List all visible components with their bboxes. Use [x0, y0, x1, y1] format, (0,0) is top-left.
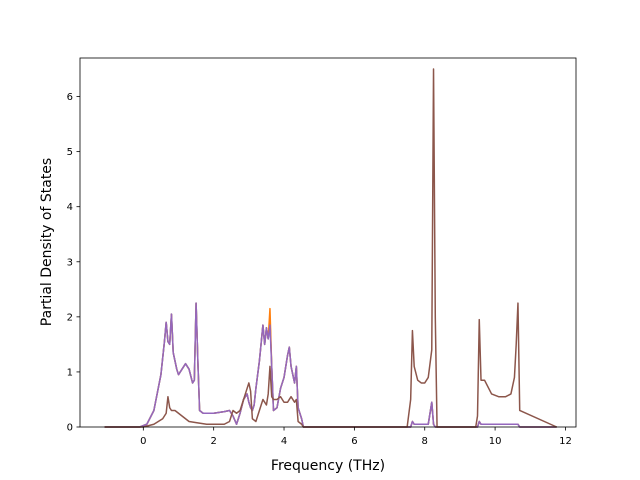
x-axis-title: Frequency (THz)	[271, 458, 385, 474]
x-tick-label: 4	[281, 436, 287, 447]
y-tick-label: 1	[67, 367, 73, 378]
y-tick-label: 5	[67, 147, 73, 158]
x-tick-label: 2	[210, 436, 216, 447]
x-axis: 0 2 4 6 8 10 12	[140, 427, 572, 447]
y-tick-label: 6	[67, 92, 73, 103]
y-tick-label: 3	[67, 257, 73, 268]
y-tick-label: 2	[67, 312, 73, 323]
x-tick-label: 8	[422, 436, 428, 447]
plot-frame	[79, 57, 577, 428]
x-tick-label: 10	[489, 436, 502, 447]
plot-background	[80, 58, 576, 427]
x-tick-label: 12	[559, 436, 572, 447]
x-tick-label: 6	[351, 436, 357, 447]
y-axis: 0 1 2 3 4 5 6	[67, 92, 80, 434]
y-axis-title: Partial Density of States	[39, 158, 55, 326]
y-tick-label: 0	[67, 423, 73, 434]
y-tick-label: 4	[67, 202, 73, 213]
series-line-4	[104, 68, 557, 428]
x-tick-label: 0	[140, 436, 146, 447]
